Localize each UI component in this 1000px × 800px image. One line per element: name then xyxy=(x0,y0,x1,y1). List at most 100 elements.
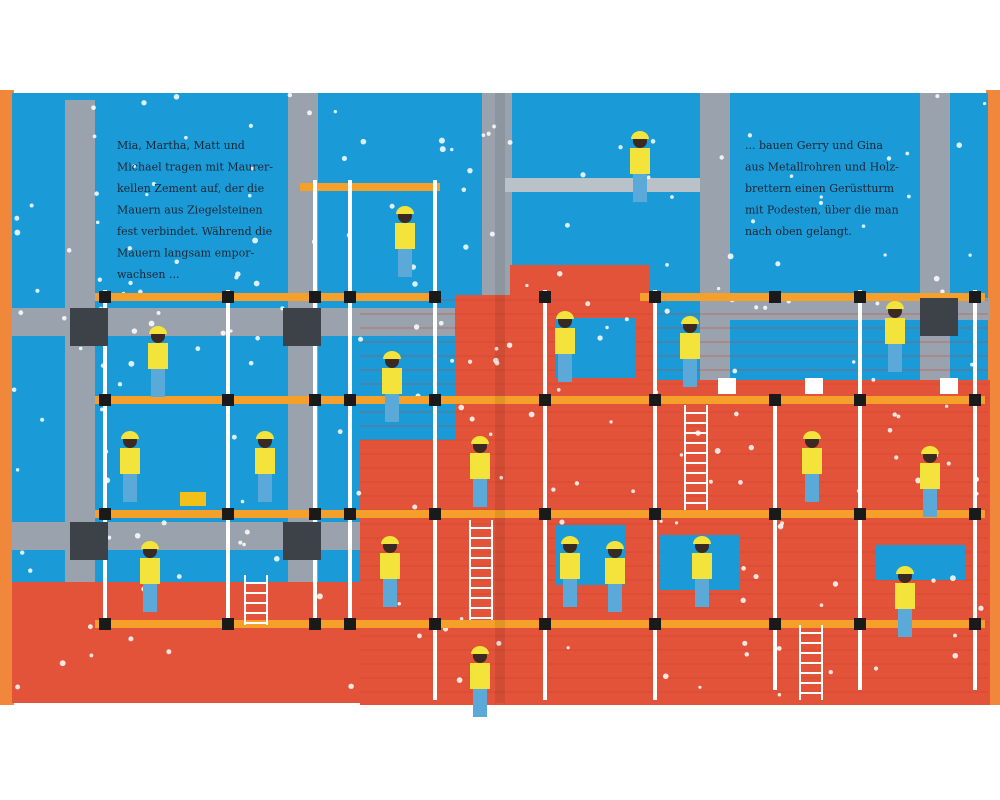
snowflake xyxy=(341,155,347,161)
coupler xyxy=(854,618,866,630)
worker-legs xyxy=(383,577,397,607)
worker-vest xyxy=(555,328,575,354)
snowflake xyxy=(892,412,897,417)
snowflake xyxy=(481,133,486,137)
coupler xyxy=(969,508,981,520)
coupler xyxy=(309,394,321,406)
worker xyxy=(802,431,822,502)
snowflake xyxy=(148,320,155,327)
snowflake xyxy=(624,317,629,322)
text-line: ... bauen Gerry und Gina xyxy=(745,139,883,152)
coupler xyxy=(649,508,661,520)
snowflake xyxy=(982,101,987,106)
snowflake xyxy=(127,246,133,251)
worker xyxy=(920,446,940,517)
coupler xyxy=(769,508,781,520)
snowflake xyxy=(551,487,556,492)
snowflake xyxy=(456,677,463,683)
snowflake xyxy=(742,640,748,646)
snowflake xyxy=(15,684,21,690)
worker-legs xyxy=(563,577,577,607)
coupler xyxy=(222,394,234,406)
snowflake xyxy=(714,447,721,454)
coupler xyxy=(99,291,111,303)
snowflake xyxy=(458,404,465,411)
worker xyxy=(395,206,415,277)
coupler xyxy=(99,618,111,630)
snowflake xyxy=(618,145,623,150)
worker-legs xyxy=(385,392,399,422)
gutter-shade xyxy=(495,93,505,703)
worker-helmet xyxy=(886,301,904,309)
worker-legs xyxy=(633,172,647,202)
coupler xyxy=(854,508,866,520)
snowflake xyxy=(78,346,83,351)
window xyxy=(875,545,965,580)
snowflake xyxy=(556,387,561,392)
text-layer: Mia, Martha, Matt und Michael tragen mit … xyxy=(117,139,899,281)
coupler xyxy=(969,394,981,406)
snowflake xyxy=(244,529,250,535)
snowflake xyxy=(719,155,724,160)
worker-helmet xyxy=(693,536,711,544)
snowflake xyxy=(94,191,99,196)
snowflake xyxy=(389,203,395,209)
snowflake xyxy=(229,329,233,333)
snowflake xyxy=(875,301,880,306)
worker xyxy=(895,566,915,637)
worker-helmet xyxy=(256,431,274,439)
snowflake xyxy=(605,325,609,330)
text-line: aus Metallrohren und Holz- xyxy=(745,161,899,174)
coupler xyxy=(539,508,551,520)
bucket xyxy=(718,378,736,394)
coupler xyxy=(99,394,111,406)
snowflake xyxy=(66,248,72,253)
snowflake xyxy=(597,335,603,341)
snowflake xyxy=(665,263,669,267)
coupler xyxy=(222,618,234,630)
worker-vest xyxy=(380,553,400,579)
snowflake xyxy=(496,640,502,646)
snowflake xyxy=(35,288,40,293)
snowflake xyxy=(14,229,21,236)
snowflake xyxy=(40,417,45,422)
worker-helmet xyxy=(803,431,821,439)
worker-legs xyxy=(558,352,572,382)
coupler xyxy=(344,508,356,520)
snowflake xyxy=(173,94,180,100)
snowflake xyxy=(253,280,260,287)
snowflake xyxy=(646,175,651,180)
snowflake xyxy=(19,550,25,555)
worker-helmet xyxy=(381,536,399,544)
snowflake xyxy=(255,335,260,341)
worker-helmet xyxy=(921,446,939,454)
snowflake xyxy=(494,346,499,351)
worker-vest xyxy=(895,583,915,609)
coupler xyxy=(769,291,781,303)
worker-vest xyxy=(920,463,940,489)
coupler xyxy=(649,291,661,303)
snowflake xyxy=(819,603,824,607)
snowflake xyxy=(953,633,957,638)
worker xyxy=(560,536,580,607)
snowflake xyxy=(489,231,495,237)
worker xyxy=(120,431,140,502)
snowflake xyxy=(131,328,138,334)
snowflake xyxy=(915,477,922,484)
text-line: kellen Zement auf, der die xyxy=(117,182,264,195)
snowflake xyxy=(412,504,418,510)
bracket xyxy=(70,308,108,346)
bracket xyxy=(283,522,321,560)
worker-legs xyxy=(473,477,487,507)
snowflake xyxy=(754,305,759,310)
snowflake xyxy=(871,377,876,382)
snowflake xyxy=(14,215,20,221)
worker-vest xyxy=(255,448,275,474)
worker xyxy=(380,536,400,607)
snowflake xyxy=(883,253,887,257)
illustration xyxy=(11,92,990,717)
snowflake xyxy=(307,110,312,116)
worker-vest xyxy=(120,448,140,474)
coupler xyxy=(539,618,551,630)
snowflake xyxy=(565,222,570,228)
